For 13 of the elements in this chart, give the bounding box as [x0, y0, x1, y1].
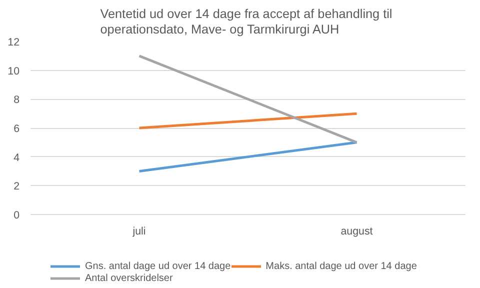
- legend-label: Antal overskridelser: [85, 272, 173, 284]
- y-tick-label: 8: [14, 94, 20, 106]
- legend-label: Gns. antal dage ud over 14 dage: [85, 260, 231, 272]
- x-tick-label: juli: [132, 226, 146, 238]
- y-tick-label: 12: [8, 36, 20, 48]
- legend-label: Maks. antal dage ud over 14 dage: [266, 260, 417, 272]
- y-tick-label: 4: [14, 152, 20, 164]
- y-tick-label: 0: [14, 210, 20, 222]
- y-tick-label: 10: [8, 65, 20, 78]
- x-tick-label: august: [340, 226, 373, 238]
- chart-title: Ventetid ud over 14 dage fra accept af behandling til operationsdato, Mave- og Tarmkirurgi AUH: [100, 7, 392, 36]
- y-tick-label: 2: [14, 180, 20, 193]
- y-tick-label: 6: [14, 123, 20, 135]
